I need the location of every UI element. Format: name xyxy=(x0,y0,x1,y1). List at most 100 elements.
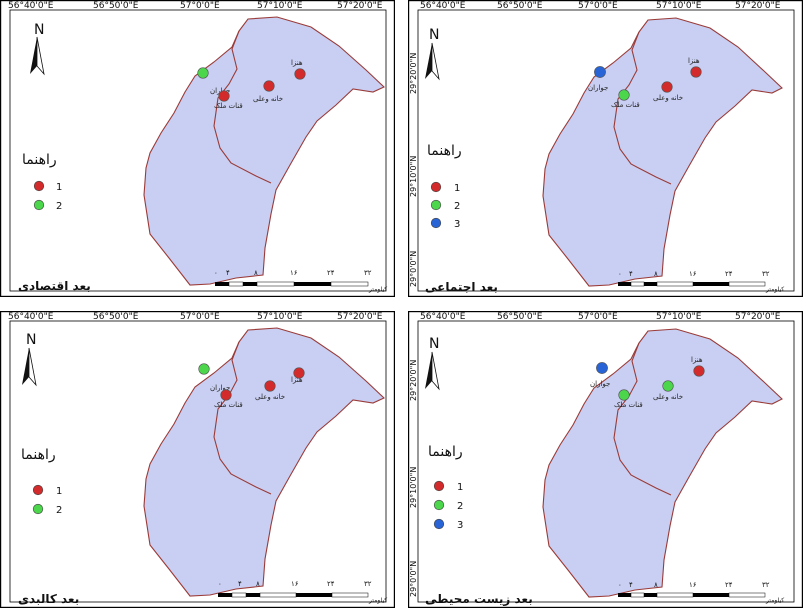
coord-label-top-3: 57°0'0"E xyxy=(180,1,220,11)
legend-marker-class-2 xyxy=(33,199,45,211)
scale-tick-label: ۰ xyxy=(618,581,622,589)
map-legend: راهنما 1 2 xyxy=(22,152,62,212)
place-marker-javaran xyxy=(197,67,209,79)
coord-label-top-3: 57°0'0"E xyxy=(578,1,618,11)
scale-tick-label: ۰ xyxy=(214,269,218,277)
legend-item-label-3: 3 xyxy=(457,520,463,531)
legend-marker-class-1 xyxy=(433,480,445,492)
district-boundary xyxy=(213,30,272,184)
coord-label-left-2: 29°10'0"N xyxy=(409,467,418,508)
coord-label-top-5: 57°20'0"E xyxy=(735,312,781,322)
scale-bar: ۰ ۴ ۸ ۱۶ ۲۴ ۳۲ کیلومتر xyxy=(218,580,387,604)
place-marker-qanat-malek xyxy=(618,389,630,401)
coord-label-top-2: 56°50'0"E xyxy=(497,312,543,322)
map-neatline xyxy=(9,320,387,603)
map-canvas-physical: 56°40'0"E 56°50'0"E 57°0'0"E 57°10'0"E 5… xyxy=(0,311,395,608)
study-area-polygon xyxy=(542,17,783,287)
study-area-polygon xyxy=(542,328,783,598)
coord-label-top-3: 57°0'0"E xyxy=(578,312,618,322)
place-label-javaran: جواران xyxy=(210,87,230,95)
map-panel-physical: 56°40'0"E 56°50'0"E 57°0'0"E 57°10'0"E 5… xyxy=(0,311,395,608)
place-marker-henza xyxy=(693,365,705,377)
place-label-khaneh-ali: خانه وعلی xyxy=(653,94,683,102)
map-panel-environmental: 56°40'0"E 56°50'0"E 57°0'0"E 57°10'0"E 5… xyxy=(408,311,803,608)
coord-label-top-2: 56°50'0"E xyxy=(93,1,139,11)
scale-tick-label: ۱۶ xyxy=(689,581,697,589)
map-panel-economic: 56°40'0"E 56°50'0"E 57°0'0"E 57°10'0"E 5… xyxy=(0,0,395,297)
coord-label-top-1: 56°40'0"E xyxy=(420,1,466,11)
place-marker-qanat-malek xyxy=(618,89,630,101)
map-neatline xyxy=(417,9,795,292)
north-letter: N xyxy=(429,27,439,43)
place-marker-javaran xyxy=(198,363,210,375)
north-arrow: N xyxy=(425,27,440,81)
scale-tick-label: ۰ xyxy=(618,270,622,278)
scale-tick-label: ۱۶ xyxy=(290,269,298,277)
legend-title: راهنما xyxy=(428,444,463,460)
legend-item-label-1: 1 xyxy=(457,482,463,493)
place-marker-khaneh-ali xyxy=(263,80,275,92)
legend-marker-class-1 xyxy=(430,181,442,193)
place-markers: هنزا جواران قنات ملک خانه وعلی xyxy=(590,356,705,409)
scale-unit-label: کیلومتر xyxy=(368,286,387,293)
place-label-khaneh-ali: خانه وعلی xyxy=(255,393,285,401)
district-boundary xyxy=(213,341,272,495)
place-marker-henza xyxy=(690,66,702,78)
legend-item-label-3: 3 xyxy=(454,219,460,230)
scale-tick-label: ۲۴ xyxy=(725,270,733,278)
coord-label-top-1: 56°40'0"E xyxy=(8,1,54,11)
coord-label-top-2: 56°50'0"E xyxy=(497,1,543,11)
scale-tick-label: ۰ xyxy=(218,580,222,588)
scale-tick-label: ۳۲ xyxy=(762,270,770,278)
scale-tick-label: ۸ xyxy=(654,270,658,278)
place-label-henza: هنزا xyxy=(691,356,703,364)
legend-title: راهنما xyxy=(22,152,57,168)
coord-label-top-4: 57°10'0"E xyxy=(257,312,303,322)
scale-tick-label: ۱۶ xyxy=(291,580,299,588)
district-boundary xyxy=(613,342,672,496)
legend-marker-class-2 xyxy=(32,503,44,515)
legend-marker-class-1 xyxy=(32,484,44,496)
coord-label-top-4: 57°10'0"E xyxy=(257,1,303,11)
coord-label-left-2: 29°10'0"N xyxy=(409,156,418,197)
place-marker-qanat-malek xyxy=(218,90,230,102)
place-label-henza: هنزا xyxy=(291,376,303,384)
coord-label-top-5: 57°20'0"E xyxy=(337,1,383,11)
scale-tick-label: ۳۲ xyxy=(364,269,372,277)
map-canvas-environmental: 56°40'0"E 56°50'0"E 57°0'0"E 57°10'0"E 5… xyxy=(408,311,803,608)
dimension-title: بعد کالبدی xyxy=(18,592,79,606)
coord-label-left-1: 29°20'0"N xyxy=(409,53,418,94)
coord-label-top-1: 56°40'0"E xyxy=(8,312,54,322)
place-label-khaneh-ali: خانه وعلی xyxy=(253,95,283,103)
scale-bar: ۰ ۴ ۸ ۱۶ ۲۴ ۳۲ کیلومتر xyxy=(618,581,784,604)
place-markers: هنزا جواران قنات ملک خانه وعلی xyxy=(588,57,702,109)
legend-marker-class-2 xyxy=(433,499,445,511)
coord-label-top-4: 57°10'0"E xyxy=(656,312,702,322)
legend-title: راهنما xyxy=(21,447,56,463)
place-label-javaran: جواران xyxy=(588,84,608,92)
place-markers: هنزا جواران قنات ملک خانه وعلی xyxy=(197,59,306,110)
legend-item-label-2: 2 xyxy=(457,501,463,512)
north-letter: N xyxy=(429,336,439,352)
place-label-qanat-malek: قنات ملک xyxy=(214,102,243,110)
scale-tick-label: ۲۴ xyxy=(327,580,335,588)
scale-tick-label: ۲۴ xyxy=(725,581,733,589)
legend-marker-class-1 xyxy=(33,180,45,192)
place-label-qanat-malek: قنات ملک xyxy=(611,101,640,109)
place-label-javaran: جواران xyxy=(210,384,230,392)
legend-marker-class-2 xyxy=(430,199,442,211)
scale-tick-label: ۴ xyxy=(629,270,633,278)
dimension-title: بعد زیست محیطی xyxy=(425,592,533,606)
place-label-henza: هنزا xyxy=(688,57,700,65)
north-arrow: N xyxy=(22,332,37,387)
map-neatline xyxy=(417,320,795,603)
coord-label-left-3: 29°0'0"N xyxy=(409,561,418,597)
north-arrow: N xyxy=(425,336,440,391)
map-legend: راهنما 1 2 xyxy=(21,447,62,516)
legend-item-label-2: 2 xyxy=(454,201,460,212)
scale-tick-label: ۸ xyxy=(256,580,260,588)
north-letter: N xyxy=(34,22,44,38)
place-marker-henza xyxy=(293,367,305,379)
dimension-title: بعد اجتماعی xyxy=(425,280,498,294)
map-frame xyxy=(0,0,395,297)
